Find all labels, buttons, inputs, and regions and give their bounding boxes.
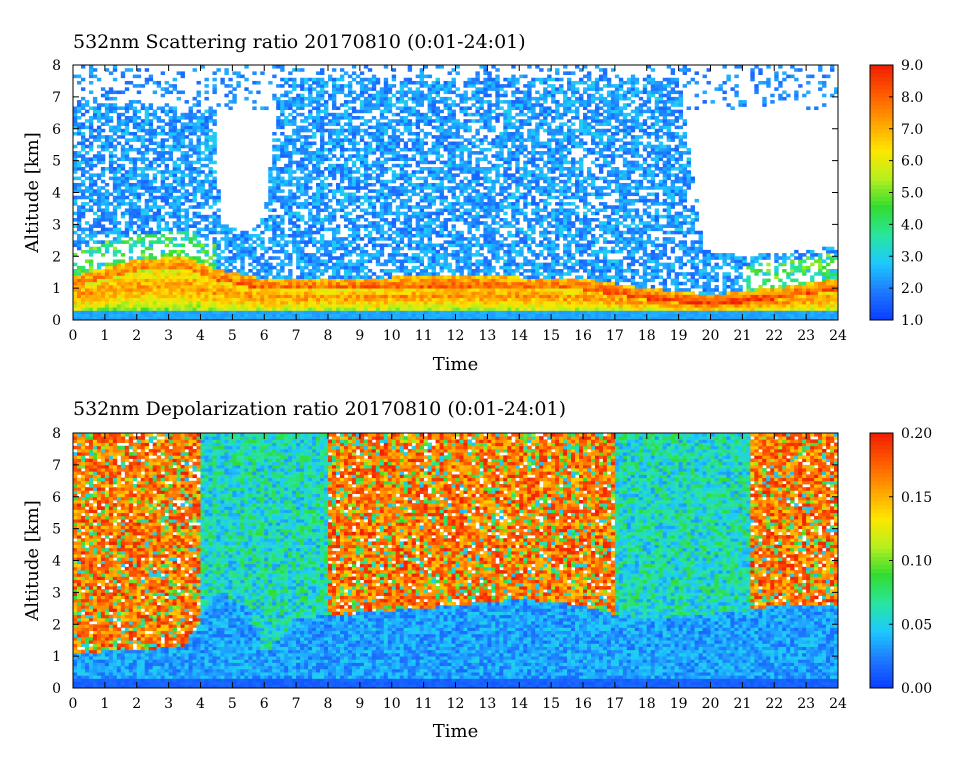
x-tick-label: 23 [797,696,815,712]
x-tick-label: 21 [733,696,751,712]
x-tick-label: 7 [292,328,301,344]
x-tick-label: 12 [447,696,465,712]
x-tick-label: 1 [100,328,109,344]
x-tick-label: 24 [829,696,847,712]
x-tick-label: 1 [100,696,109,712]
x-tick-label: 15 [542,328,560,344]
heatmap-cells [73,65,838,320]
x-tick-label: 15 [542,696,560,712]
x-tick-label: 6 [260,696,269,712]
chart-title: 532nm Depolarization ratio 20170810 (0:0… [73,398,566,420]
y-tick-label: 4 [52,554,61,570]
x-axis-label: Time [433,721,478,742]
x-tick-label: 9 [355,328,364,344]
x-tick-label: 10 [383,696,401,712]
colorbar-tick-label: 0.15 [901,490,932,506]
x-tick-label: 2 [132,696,141,712]
x-tick-label: 4 [196,696,205,712]
chart-title: 532nm Scattering ratio 20170810 (0:01-24… [73,31,526,53]
x-tick-label: 8 [324,328,333,344]
x-tick-label: 9 [355,696,364,712]
y-axis-label: Altitude [km] [22,132,43,254]
x-tick-label: 8 [324,696,333,712]
colorbar-tick-label: 9.0 [901,58,923,74]
y-tick-label: 3 [52,217,61,233]
x-tick-label: 18 [638,328,656,344]
x-tick-label: 5 [228,328,237,344]
x-tick-label: 13 [478,328,496,344]
x-tick-label: 20 [702,328,720,344]
x-tick-label: 17 [606,696,624,712]
x-tick-label: 14 [510,696,528,712]
scattering-ratio-panel: 532nm Scattering ratio 20170810 (0:01-24… [22,31,923,375]
colorbar-tick-label: 0.00 [901,681,932,697]
colorbar-tick-label: 6.0 [901,154,923,170]
x-tick-label: 11 [415,696,433,712]
y-axis-label: Altitude [km] [22,500,43,622]
x-tick-label: 18 [638,696,656,712]
x-axis-label: Time [433,354,478,375]
colorbar-tick-label: 2.0 [901,281,923,297]
x-tick-label: 2 [132,328,141,344]
x-tick-label: 16 [574,328,592,344]
colorbar-tick-label: 8.0 [901,90,923,106]
x-tick-label: 21 [733,328,751,344]
y-tick-label: 1 [52,649,61,665]
colorbar-tick-label: 3.0 [901,249,923,265]
x-tick-label: 14 [510,328,528,344]
y-tick-label: 1 [52,281,61,297]
x-tick-label: 4 [196,328,205,344]
y-tick-label: 0 [52,313,61,329]
y-tick-label: 5 [52,154,61,170]
y-tick-label: 3 [52,585,61,601]
x-tick-label: 16 [574,696,592,712]
colorbar-tick-label: 1.0 [901,313,923,329]
x-tick-label: 22 [765,696,783,712]
x-tick-label: 7 [292,696,301,712]
colorbar: 0.00 0.05 0.10 0.15 0.20 [870,426,932,697]
x-tick-label: 5 [228,696,237,712]
y-tick-label: 7 [52,90,61,106]
x-tick-label: 3 [164,696,173,712]
x-tick-label: 22 [765,328,783,344]
y-tick-label: 2 [52,249,61,265]
x-tick-label: 19 [670,328,688,344]
y-tick-label: 0 [52,681,61,697]
x-tick-label: 0 [69,696,78,712]
y-tick-label: 5 [52,522,61,538]
x-tick-label: 19 [670,696,688,712]
colorbar-tick-label: 0.20 [901,426,932,442]
x-tick-label: 24 [829,328,847,344]
y-tick-label: 7 [52,458,61,474]
x-tick-label: 13 [478,696,496,712]
x-tick-label: 23 [797,328,815,344]
y-tick-label: 2 [52,617,61,633]
y-tick-label: 8 [52,58,61,74]
y-tick-label: 8 [52,426,61,442]
x-tick-label: 11 [415,328,433,344]
colorbar-tick-label: 4.0 [901,217,923,233]
heatmap-cells [73,433,838,688]
x-tick-label: 12 [447,328,465,344]
y-tick-label: 6 [52,490,61,506]
x-tick-label: 3 [164,328,173,344]
y-tick-label: 6 [52,122,61,138]
x-tick-label: 20 [702,696,720,712]
colorbar: 1.0 2.0 3.0 4.0 5.0 6.0 7.0 8.0 9.0 [870,58,923,329]
x-tick-label: 6 [260,328,269,344]
x-tick-label: 10 [383,328,401,344]
y-tick-label: 4 [52,186,61,202]
x-tick-label: 0 [69,328,78,344]
colorbar-tick-label: 7.0 [901,122,923,138]
x-tick-label: 17 [606,328,624,344]
colorbar-tick-label: 0.10 [901,554,932,570]
depolarization-ratio-panel: 532nm Depolarization ratio 20170810 (0:0… [22,398,932,742]
colorbar-tick-label: 0.05 [901,617,932,633]
lidar-figure: 532nm Scattering ratio 20170810 (0:01-24… [0,0,960,770]
colorbar-tick-label: 5.0 [901,186,923,202]
